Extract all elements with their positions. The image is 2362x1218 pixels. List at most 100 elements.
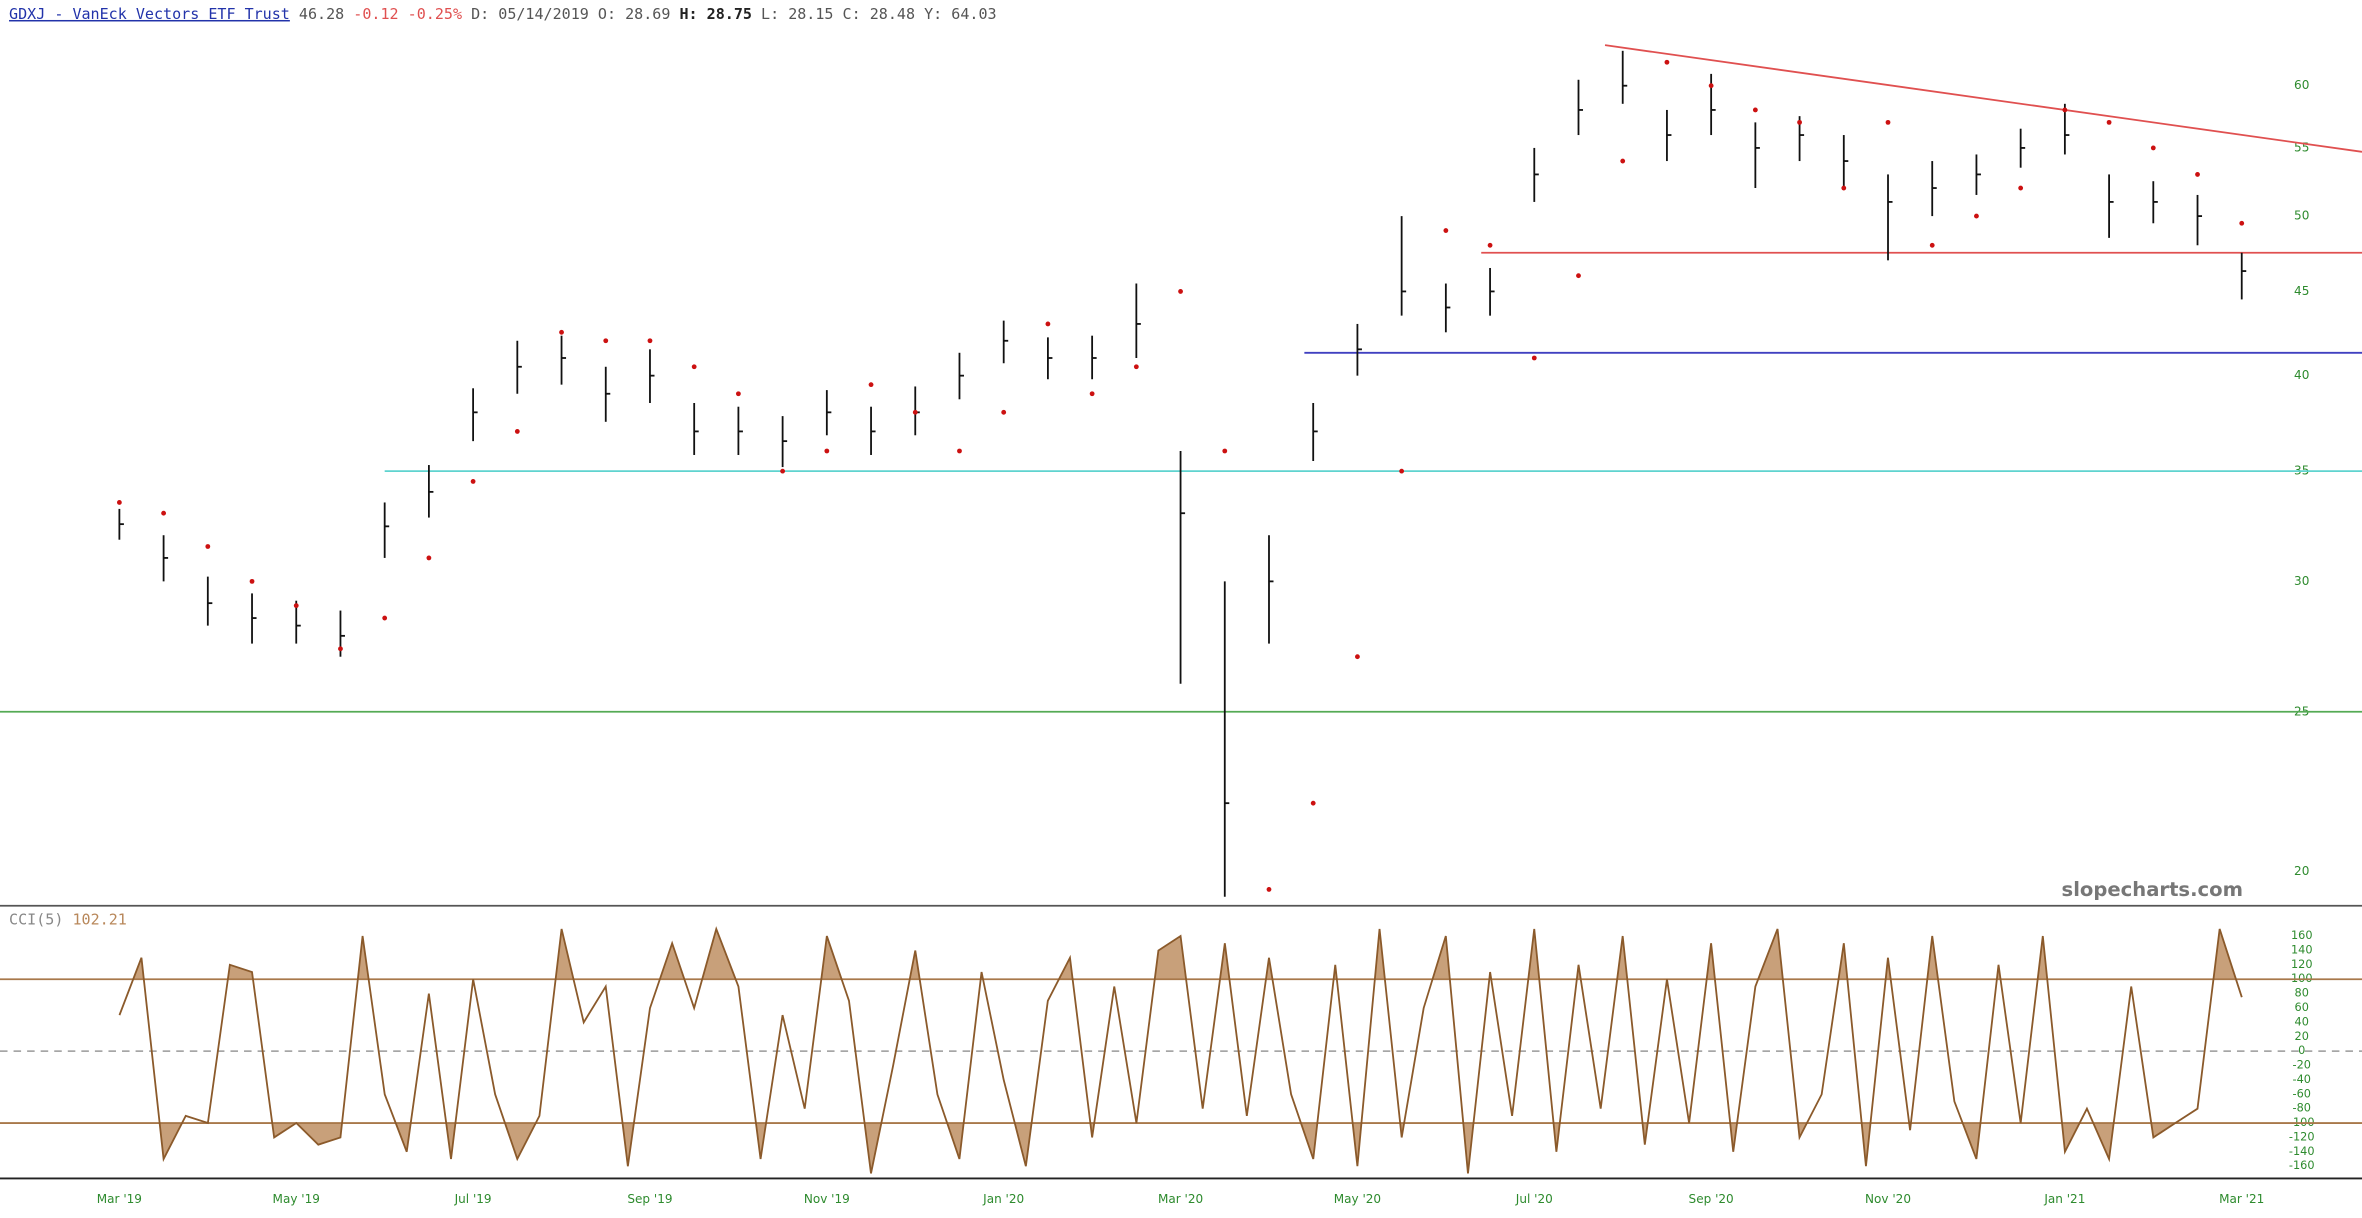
sar-dot — [2018, 185, 2024, 191]
y-tick-label: 20 — [2294, 864, 2309, 878]
sar-dot — [1531, 355, 1537, 361]
y-tick-label: 40 — [2294, 368, 2309, 382]
sar-dot — [1708, 83, 1714, 89]
sar-dot — [1974, 213, 1979, 219]
sar-dot — [1089, 391, 1095, 397]
sar-dot — [1841, 185, 1847, 191]
sar-dot — [824, 448, 830, 454]
cci-line — [118, 926, 2243, 1174]
x-tick-label: Jan '21 — [2043, 1192, 2085, 1206]
cci-current: 102.21 — [72, 910, 126, 928]
sar-dot — [1133, 364, 1139, 370]
sar-dot — [1664, 59, 1670, 65]
sar-dot — [2062, 107, 2068, 113]
y-tick-label: -140 — [2289, 1145, 2315, 1158]
header: GDXJ - VanEck Vectors ETF Trust 46.28 -0… — [9, 4, 997, 22]
x-tick-label: Jul '19 — [454, 1192, 492, 1206]
cci-title: CCI(5) 102.21 — [9, 910, 127, 928]
sar-dot — [1885, 119, 1891, 125]
year-high: Y: 64.03 — [924, 4, 996, 22]
y-tick-label: 120 — [2291, 958, 2313, 971]
y-tick-label: 80 — [2295, 987, 2309, 1000]
sar-dot — [1001, 409, 1007, 415]
sar-dot — [2239, 220, 2245, 226]
sar-dot — [691, 364, 697, 370]
y-tick-label: -20 — [2293, 1059, 2311, 1072]
sar-dot — [735, 391, 741, 397]
sar-dot — [426, 555, 432, 561]
high: 28.75 — [707, 4, 752, 22]
y-tick-label: -160 — [2289, 1159, 2315, 1172]
y-tick-label: 40 — [2295, 1015, 2309, 1028]
sar-dot — [1797, 119, 1802, 125]
change-pct: -0.25% — [408, 4, 462, 22]
sar-dot — [603, 338, 609, 344]
y-tick-label: 0 — [2298, 1044, 2305, 1057]
y-tick-label: -80 — [2293, 1102, 2311, 1115]
y-tick-label: 140 — [2291, 943, 2313, 956]
y-tick-label: 50 — [2294, 209, 2309, 223]
sar-dot — [514, 428, 520, 434]
sar-dot — [161, 510, 167, 516]
x-tick-label: Nov '19 — [804, 1192, 850, 1206]
x-tick-label: Jul '20 — [1515, 1192, 1553, 1206]
x-tick-label: Mar '21 — [2219, 1192, 2264, 1206]
sar-dot — [1178, 289, 1183, 294]
x-tick-label: May '20 — [1334, 1192, 1381, 1206]
date: D: 05/14/2019 — [471, 4, 589, 22]
overbought-fill — [133, 928, 2236, 980]
open: O: 28.69 — [598, 4, 670, 22]
sar-dot — [559, 329, 564, 335]
y-tick-label: 30 — [2294, 574, 2309, 588]
y-tick-label: -120 — [2289, 1130, 2315, 1143]
x-tick-label: Nov '20 — [1865, 1192, 1911, 1206]
sar-dot — [2150, 145, 2156, 151]
sar-dot — [1443, 228, 1449, 233]
ticker-link[interactable]: GDXJ - VanEck Vectors ETF Trust — [9, 4, 290, 22]
sar-dot — [1487, 242, 1493, 248]
sar-dot — [1752, 107, 1758, 113]
sar-dot — [1399, 468, 1405, 474]
x-tick-label: May '19 — [273, 1192, 320, 1206]
cci-label: CCI(5) — [9, 910, 63, 928]
sar-dot — [338, 646, 343, 652]
sar-dot — [382, 615, 388, 621]
y-tick-label: -60 — [2293, 1087, 2311, 1100]
sar-dot — [1576, 273, 1581, 279]
y-tick-label: -40 — [2293, 1073, 2311, 1086]
trendline — [1604, 44, 2362, 153]
last-price: 46.28 — [299, 4, 344, 22]
sar-dot — [868, 382, 874, 388]
x-tick-label: Jan '20 — [982, 1192, 1024, 1206]
sar-dot — [249, 578, 255, 584]
y-tick-label: 20 — [2295, 1030, 2309, 1043]
watermark: slopecharts.com — [2062, 878, 2243, 901]
x-tick-label: Mar '20 — [1158, 1192, 1203, 1206]
sar-dot — [780, 468, 786, 474]
x-tick-label: Sep '19 — [627, 1192, 672, 1206]
sar-dot — [1266, 887, 1272, 892]
sar-dot — [2195, 172, 2200, 177]
sar-dot — [293, 603, 299, 609]
change: -0.12 — [353, 4, 398, 22]
y-tick-label: 60 — [2294, 78, 2309, 92]
sar-dot — [647, 338, 653, 344]
oversold-fill — [159, 1123, 2176, 1174]
y-tick-label: 160 — [2291, 929, 2313, 942]
y-tick-label: 60 — [2295, 1001, 2309, 1014]
sar-dot — [1355, 654, 1360, 660]
sar-dot — [470, 479, 476, 484]
sar-dot — [205, 544, 211, 549]
close: C: 28.48 — [843, 4, 915, 22]
sar-dot — [957, 448, 962, 454]
sar-dot — [1310, 800, 1316, 806]
sar-dot — [912, 409, 918, 415]
sar-dot — [2106, 119, 2112, 125]
x-tick-label: Mar '19 — [97, 1192, 142, 1206]
sar-dot — [1222, 448, 1228, 454]
y-tick-label: 45 — [2294, 284, 2309, 298]
sar-dot — [1045, 321, 1051, 327]
low: L: 28.15 — [761, 4, 833, 22]
